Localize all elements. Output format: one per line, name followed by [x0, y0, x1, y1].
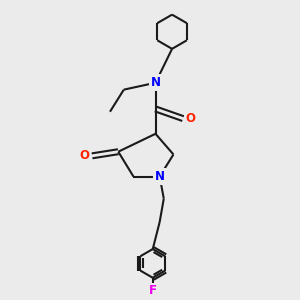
Text: F: F [149, 284, 157, 298]
Text: N: N [155, 170, 165, 183]
Text: O: O [186, 112, 196, 125]
Text: N: N [151, 76, 160, 89]
Text: O: O [80, 149, 89, 162]
